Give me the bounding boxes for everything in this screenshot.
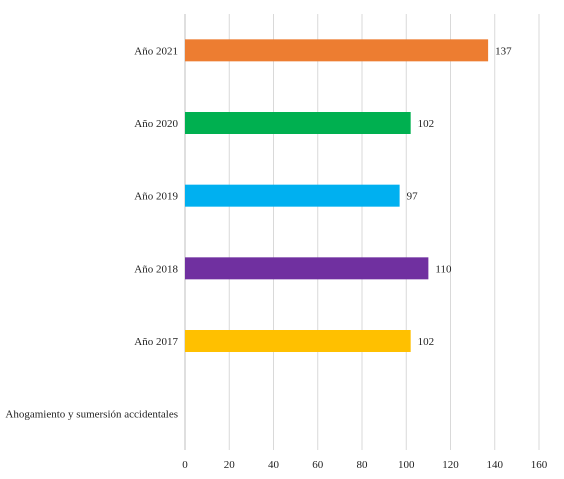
bars	[185, 39, 489, 352]
x-tick-label: 60	[312, 459, 324, 471]
data-label: 97	[407, 191, 419, 203]
category-label: Año 2018	[134, 263, 178, 275]
data-labels: 102 110 97 102 137	[407, 45, 513, 348]
category-label: Ahogamiento y sumersión accidentales	[5, 409, 178, 421]
bar	[185, 257, 429, 280]
bar	[185, 112, 411, 134]
data-label: 110	[435, 263, 452, 275]
category-label: Año 2019	[134, 191, 178, 203]
x-tick-label: 160	[531, 459, 548, 471]
x-tick-label: 140	[487, 459, 504, 471]
gridlines	[184, 14, 540, 450]
data-label: 102	[418, 118, 435, 130]
x-axis-tick-labels: 0 20 40 60 80 100 120 140 160	[182, 459, 548, 471]
x-tick-label: 80	[357, 459, 369, 471]
category-label: Año 2020	[134, 118, 178, 130]
x-tick-label: 0	[182, 459, 188, 471]
x-tick-label: 20	[224, 459, 236, 471]
x-tick-label: 40	[268, 459, 280, 471]
category-labels: Ahogamiento y sumersión accidentales Año …	[5, 45, 178, 420]
x-tick-label: 120	[442, 459, 459, 471]
data-label: 102	[418, 336, 435, 348]
bar	[185, 330, 411, 352]
data-label: 137	[495, 45, 512, 57]
category-label: Año 2021	[134, 45, 178, 57]
category-label: Año 2017	[134, 336, 178, 348]
bar	[185, 184, 400, 207]
bar	[185, 39, 489, 62]
x-tick-label: 100	[398, 459, 415, 471]
